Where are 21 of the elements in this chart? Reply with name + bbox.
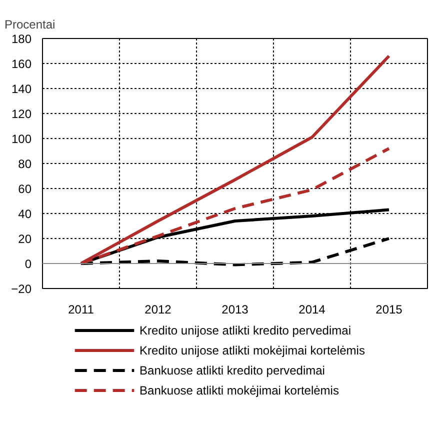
y-tick-label: 120	[11, 107, 32, 121]
y-tick-label: 60	[18, 182, 32, 196]
y-axis-title: Procentai	[4, 18, 56, 32]
x-tick-label: 2011	[68, 302, 94, 316]
y-tick-label: −20	[11, 282, 32, 296]
y-tick-label: 0	[24, 257, 32, 271]
y-tick-label: 140	[11, 82, 32, 96]
x-tick-label: 2013	[222, 302, 249, 316]
y-tick-label: 20	[18, 232, 32, 246]
y-tick-label: 160	[11, 57, 32, 71]
x-tick-label: 2012	[144, 302, 172, 316]
legend-label: Bankuose atlikti mokėjimai kortelėmis	[140, 384, 339, 398]
legend-label: Kredito unijose atlikti mokėjimai kortelėmis	[140, 344, 365, 358]
legend-label: Kredito unijose atlikti kredito pervedimai	[140, 324, 351, 338]
y-tick-label: 80	[18, 157, 32, 171]
x-tick-label: 2015	[376, 302, 403, 316]
y-tick-label: 100	[11, 132, 32, 146]
x-tick-label: 2014	[298, 302, 326, 316]
y-tick-label: 180	[11, 32, 32, 46]
y-tick-label: 40	[18, 207, 32, 221]
legend-label: Bankuose atlikti kredito pervedimai	[140, 364, 325, 378]
